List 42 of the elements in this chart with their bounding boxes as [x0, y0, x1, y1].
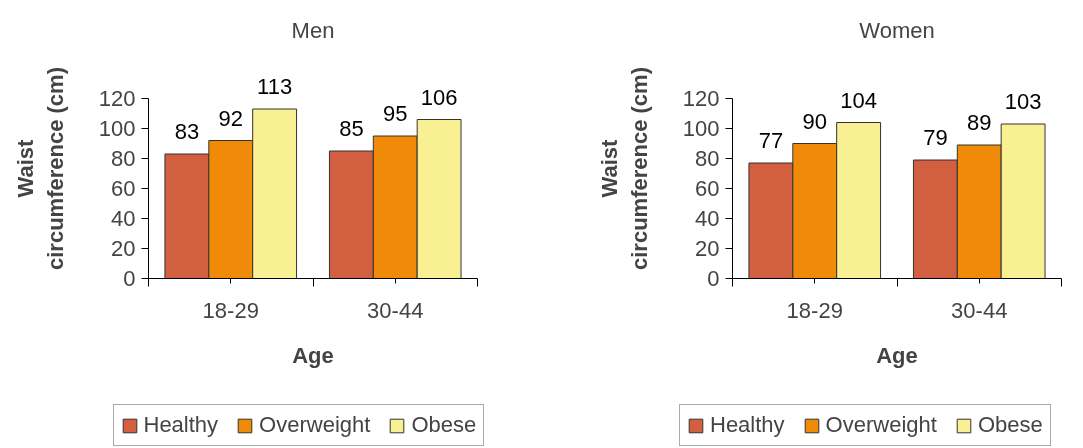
data-label: 106 [420, 84, 458, 110]
y-tick-label: 100 [98, 116, 136, 141]
y-tick-label: 20 [111, 236, 136, 261]
y-tick-label: 60 [111, 176, 136, 201]
legend-label: Healthy [710, 412, 785, 438]
legend-label: Obese [411, 412, 477, 438]
y-axis-title: Waist circumference (cm) [12, 67, 68, 270]
data-label: 113 [257, 74, 293, 99]
x-tick-label: 18-29 [202, 297, 259, 323]
legend-label: Obese [977, 412, 1043, 438]
data-label: 77 [758, 128, 784, 153]
data-label: 85 [339, 116, 364, 141]
x-tick-label: 18-29 [786, 297, 843, 323]
x-axis-title: Age [876, 342, 918, 368]
y-tick-label: 100 [682, 116, 720, 141]
data-label: 90 [802, 108, 827, 134]
chart-title: Men [291, 18, 335, 43]
data-label: 104 [840, 87, 877, 113]
y-tick-label: 40 [695, 206, 720, 231]
x-axis-title: Age [292, 342, 334, 368]
x-tick-label: 30-44 [367, 297, 424, 323]
data-label: 83 [174, 119, 200, 144]
y-tick-label: 20 [695, 236, 720, 261]
legend-label: Overweight [825, 412, 937, 438]
y-tick-label: 0 [707, 266, 720, 291]
y-tick-label: 60 [695, 176, 720, 201]
y-tick-label: 80 [111, 146, 136, 171]
y-axis-title: Waist circumference (cm) [596, 67, 652, 270]
y-tick-label: 120 [98, 86, 136, 111]
data-label: 92 [218, 105, 243, 131]
x-tick-label: 30-44 [951, 297, 1008, 323]
y-tick-label: 80 [695, 146, 720, 171]
data-label: 95 [383, 101, 408, 126]
data-label: 103 [1004, 89, 1042, 114]
chart-title: Women [859, 18, 935, 43]
y-tick-label: 0 [123, 266, 136, 291]
y-tick-label: 120 [682, 86, 720, 111]
legend-label: Healthy [143, 412, 219, 438]
y-tick-label: 40 [111, 206, 136, 231]
data-label: 89 [967, 110, 992, 135]
legend-label: Overweight [259, 412, 371, 438]
data-label: 79 [923, 125, 948, 150]
